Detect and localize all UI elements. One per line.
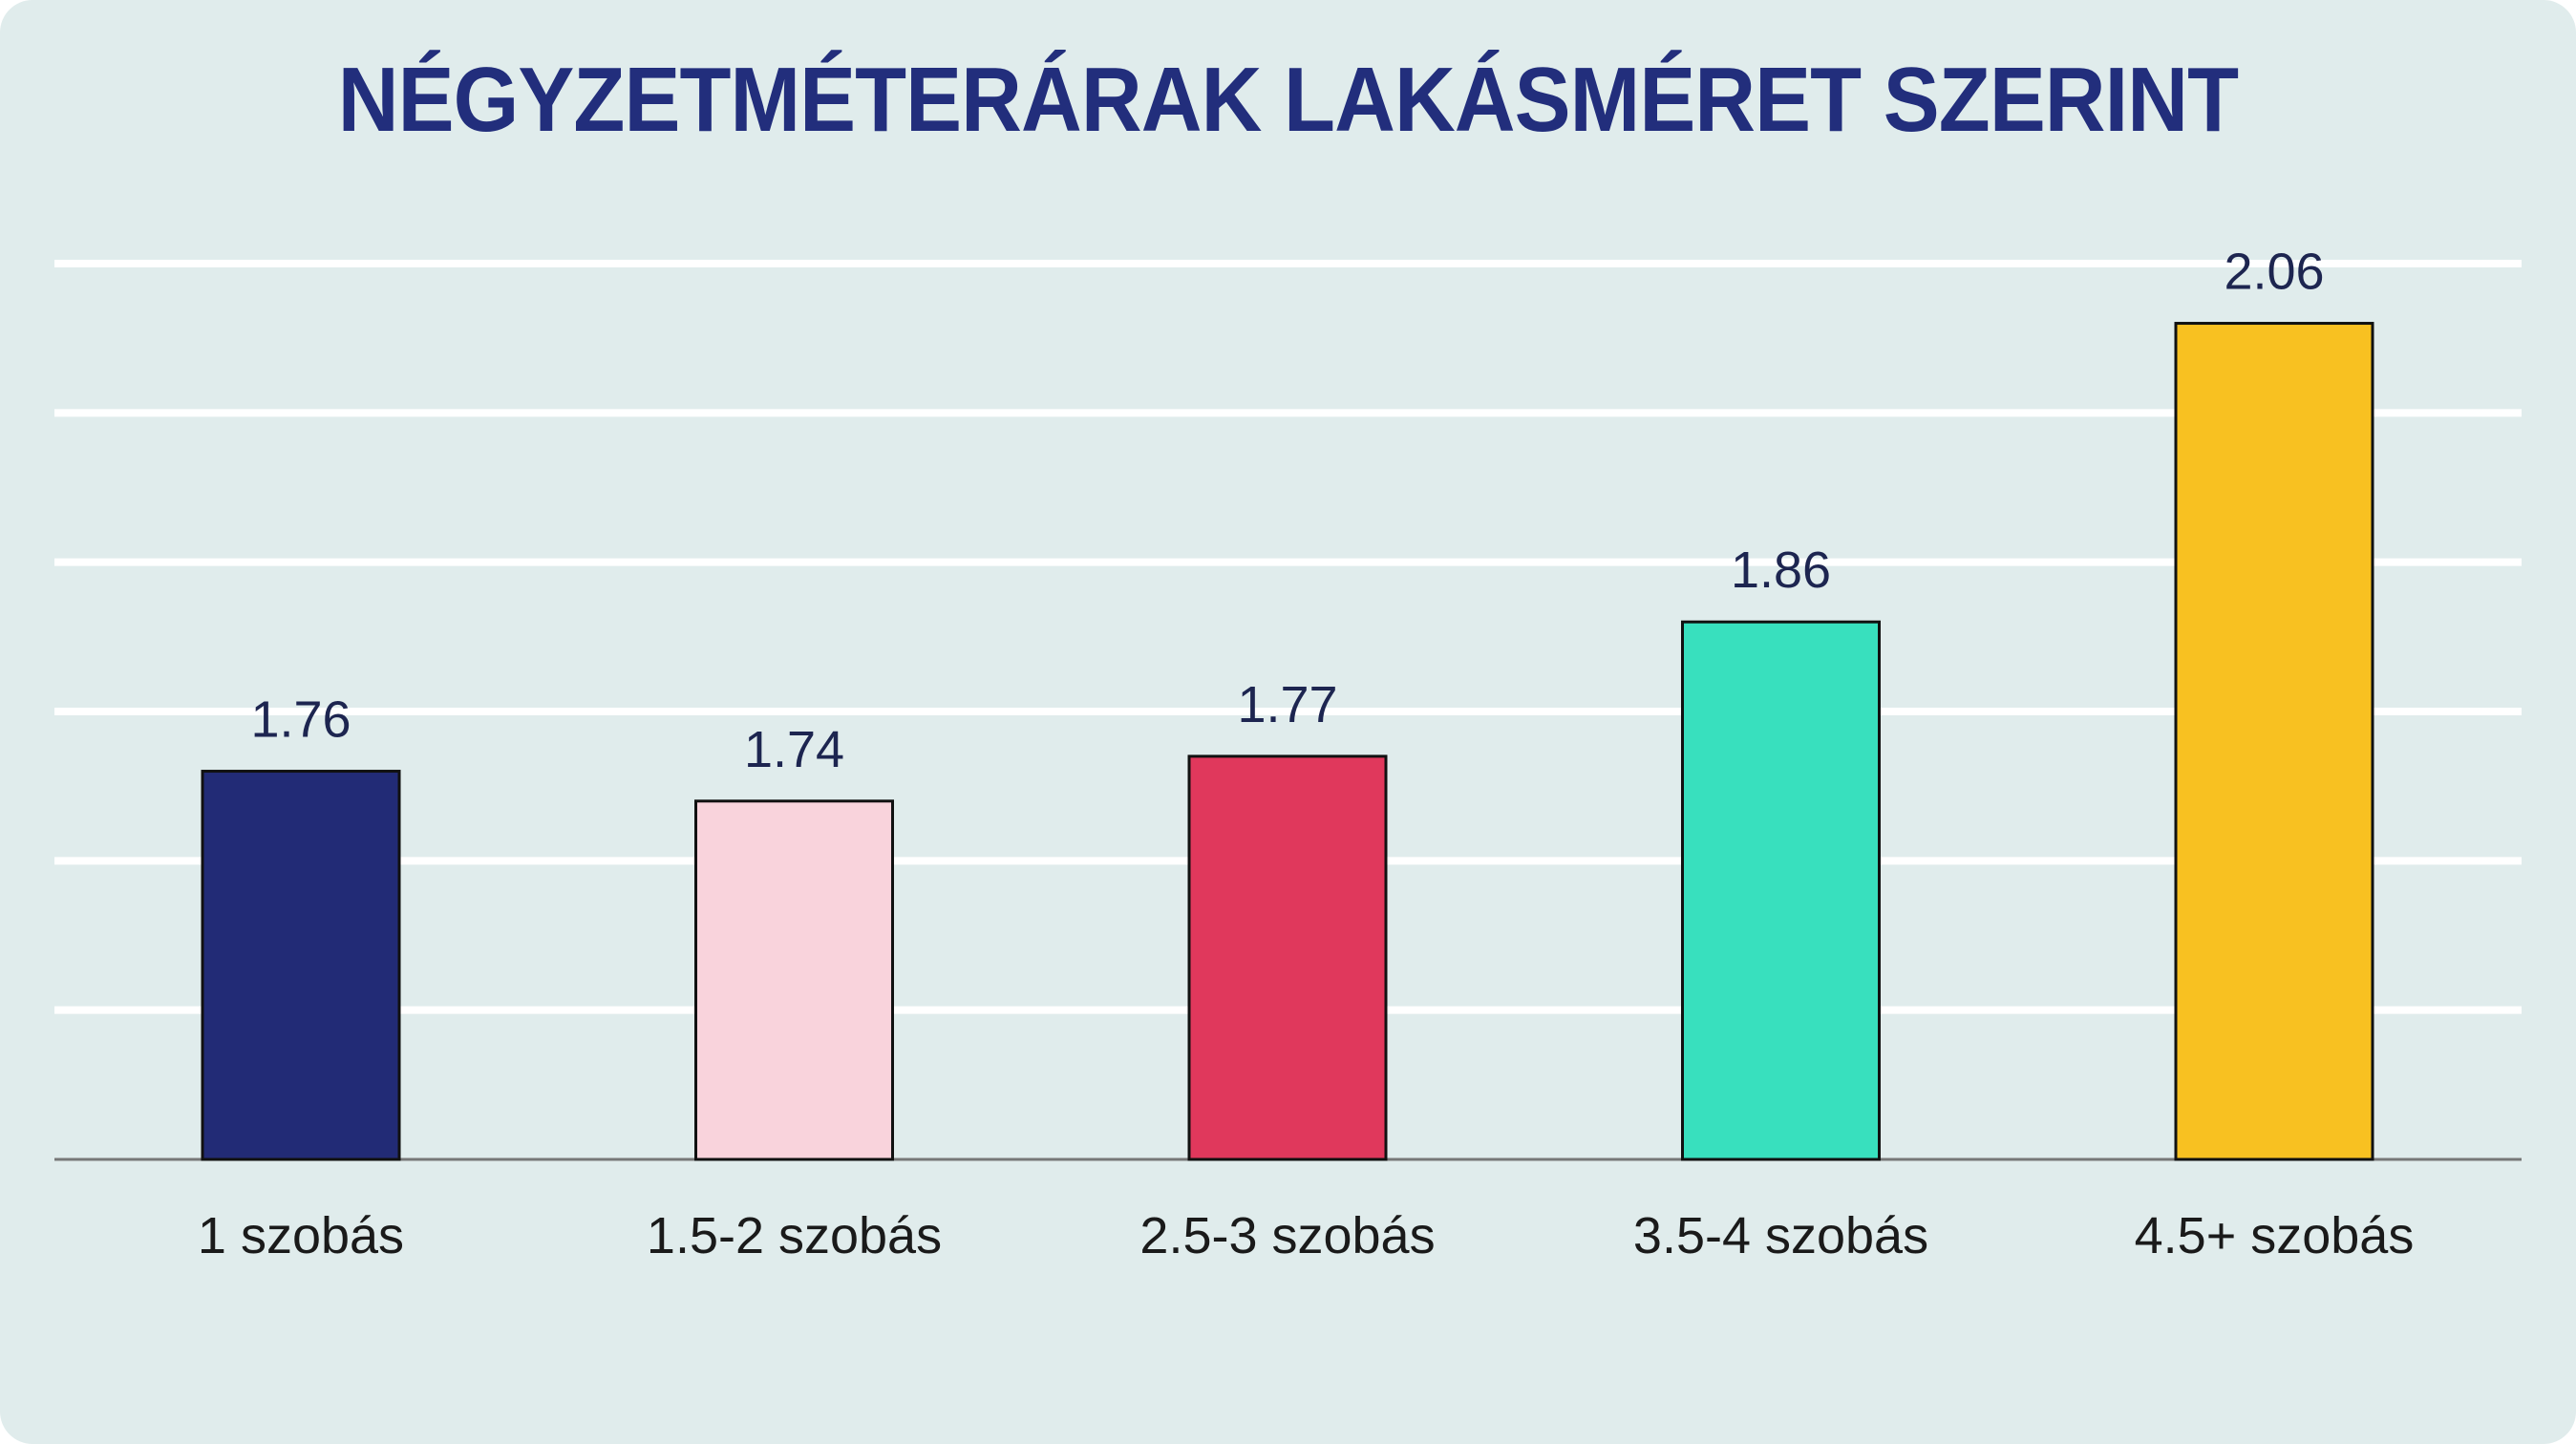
- category-labels: 1 szobás 1.5-2 szobás 2.5-3 szobás 3.5-4 sz…: [198, 1207, 2414, 1264]
- category-label: 1 szobás: [198, 1207, 404, 1264]
- bar: [694, 799, 894, 1161]
- value-labels: 1.76 1.74 1.77 1.86 2.06: [250, 244, 2324, 778]
- value-label: 2.06: [2224, 244, 2324, 301]
- bar: [1187, 754, 1388, 1161]
- value-label: 1.74: [744, 721, 844, 778]
- value-label: 1.86: [1731, 542, 1831, 599]
- value-label: 1.76: [250, 691, 351, 749]
- category-label: 1.5-2 szobás: [647, 1207, 942, 1264]
- chart-title: NÉGYZETMÉTERÁRAK LAKÁSMÉRET SZERINT: [337, 49, 2239, 151]
- value-label: 1.77: [1237, 676, 1337, 733]
- category-label: 4.5+ szobás: [2135, 1207, 2415, 1264]
- category-label: 2.5-3 szobás: [1139, 1207, 1435, 1264]
- category-label: 3.5-4 szobás: [1633, 1207, 1928, 1264]
- bar: [201, 770, 401, 1161]
- bars: [201, 322, 2374, 1161]
- bar: [1681, 620, 1881, 1161]
- bar: [2174, 322, 2374, 1161]
